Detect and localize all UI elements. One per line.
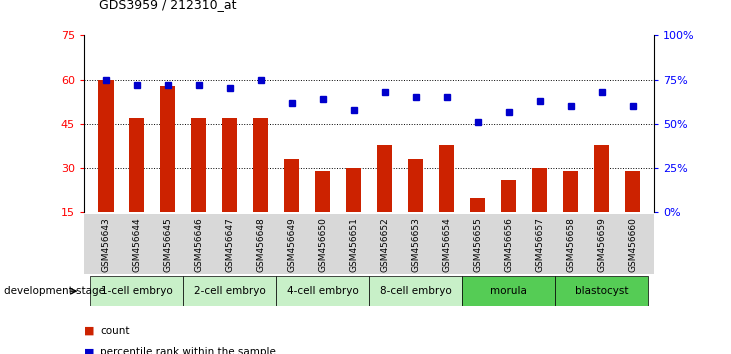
Bar [625,171,640,212]
Text: development stage: development stage [4,286,105,296]
Text: ■: ■ [84,326,94,336]
Bar [315,171,330,212]
Bar [532,168,548,212]
Bar [90,276,183,306]
Text: GSM456660: GSM456660 [628,217,637,272]
Text: GSM456654: GSM456654 [442,217,451,272]
Bar [563,171,578,212]
Text: GSM456648: GSM456648 [256,217,265,272]
Text: GSM456649: GSM456649 [287,217,296,272]
Bar [369,276,462,306]
Text: GSM456658: GSM456658 [566,217,575,272]
Text: percentile rank within the sample: percentile rank within the sample [100,347,276,354]
Text: GSM456647: GSM456647 [225,217,234,272]
Text: GSM456659: GSM456659 [597,217,606,272]
Text: GSM456653: GSM456653 [411,217,420,272]
Bar [98,80,113,212]
Bar [462,276,555,306]
Bar [501,180,516,212]
Bar [129,118,145,212]
Bar [470,198,485,212]
Bar [183,276,276,306]
Bar [222,118,238,212]
Bar [346,168,361,212]
Text: GSM456645: GSM456645 [163,217,173,272]
Text: 8-cell embryo: 8-cell embryo [380,286,452,296]
Text: morula: morula [491,286,527,296]
Text: GSM456644: GSM456644 [132,217,141,272]
Text: 1-cell embryo: 1-cell embryo [101,286,173,296]
Text: GSM456643: GSM456643 [102,217,110,272]
Bar [594,144,610,212]
Bar [276,276,369,306]
Bar [253,118,268,212]
Text: GSM456646: GSM456646 [194,217,203,272]
Bar [555,276,648,306]
Text: GSM456657: GSM456657 [535,217,544,272]
Bar [284,159,300,212]
Text: GSM456656: GSM456656 [504,217,513,272]
Bar [160,86,175,212]
Text: GSM456651: GSM456651 [349,217,358,272]
Text: 2-cell embryo: 2-cell embryo [194,286,265,296]
Text: count: count [100,326,129,336]
Text: GDS3959 / 212310_at: GDS3959 / 212310_at [99,0,236,11]
Bar [439,144,455,212]
Bar [408,159,423,212]
Text: ■: ■ [84,347,94,354]
Text: GSM456655: GSM456655 [473,217,482,272]
Text: blastocyst: blastocyst [575,286,629,296]
Text: GSM456650: GSM456650 [318,217,327,272]
Bar [191,118,206,212]
Bar [377,144,393,212]
Text: 4-cell embryo: 4-cell embryo [287,286,358,296]
Text: GSM456652: GSM456652 [380,217,389,272]
